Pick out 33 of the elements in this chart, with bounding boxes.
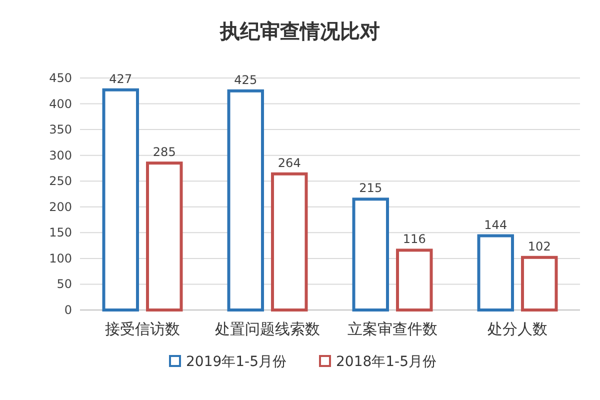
data-label: 116 bbox=[402, 232, 426, 246]
x-tick-label: 处置问题线索数 bbox=[215, 320, 320, 338]
y-tick-label: 200 bbox=[49, 200, 72, 214]
data-label: 102 bbox=[528, 239, 551, 254]
y-tick-label: 150 bbox=[49, 226, 72, 240]
bar bbox=[396, 248, 433, 312]
y-tick-label: 50 bbox=[56, 277, 72, 292]
data-label: 215 bbox=[359, 181, 382, 196]
bar bbox=[146, 162, 183, 312]
chart-title: 执纪审查情况比对 bbox=[219, 19, 380, 43]
x-tick-label: 处分人数 bbox=[488, 320, 548, 338]
bar bbox=[477, 234, 514, 312]
y-tick-label: 100 bbox=[49, 251, 72, 266]
bar bbox=[352, 198, 389, 312]
y-tick-label: 300 bbox=[49, 148, 72, 162]
x-tick-label: 立案审查件数 bbox=[348, 320, 438, 338]
data-label: 144 bbox=[484, 218, 508, 232]
bar bbox=[521, 256, 558, 312]
bar bbox=[271, 172, 308, 312]
bar bbox=[102, 88, 139, 312]
legend-label: 2018年1-5月份 bbox=[336, 354, 436, 370]
y-tick-label: 250 bbox=[49, 174, 72, 188]
data-label: 285 bbox=[152, 145, 176, 160]
x-tick-label: 接受信访数 bbox=[105, 320, 180, 338]
y-tick-label: 350 bbox=[49, 122, 72, 137]
data-label: 427 bbox=[109, 72, 132, 86]
legend-label: 2019年1-5月份 bbox=[186, 354, 286, 370]
data-label: 425 bbox=[234, 72, 258, 87]
y-tick-label: 450 bbox=[49, 71, 72, 85]
bar bbox=[227, 89, 264, 312]
y-tick-label: 0 bbox=[64, 303, 72, 317]
data-label: 264 bbox=[278, 156, 301, 170]
y-tick-label: 400 bbox=[49, 96, 72, 111]
